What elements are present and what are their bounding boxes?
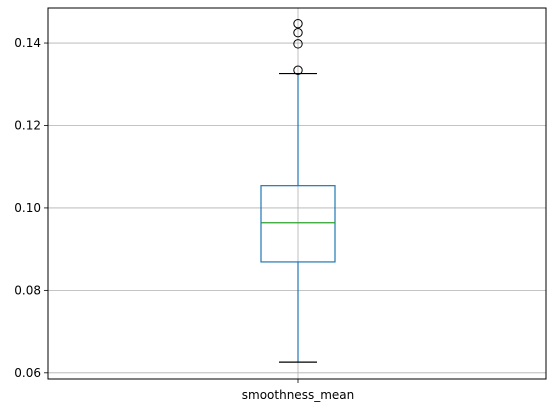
y-tick-label: 0.10	[14, 201, 41, 215]
grid-lines	[48, 8, 546, 379]
outlier-points	[293, 18, 303, 75]
y-tick-label: 0.12	[14, 118, 41, 132]
outlier-point	[293, 28, 303, 38]
x-tick-label: smoothness_mean	[242, 388, 354, 402]
iqr-box	[260, 185, 336, 263]
outlier-point	[293, 39, 303, 49]
axes: 0.06 0.08 0.10 0.12 0.14 smoothness_mean	[14, 36, 354, 402]
outlier-point	[293, 65, 303, 75]
y-tick-label: 0.06	[14, 366, 41, 380]
plot-area-frame	[47, 7, 547, 380]
outlier-point	[293, 18, 303, 29]
box-plot-series	[260, 72, 336, 363]
y-tick-label: 0.08	[14, 283, 41, 297]
y-tick-label: 0.14	[14, 36, 41, 50]
